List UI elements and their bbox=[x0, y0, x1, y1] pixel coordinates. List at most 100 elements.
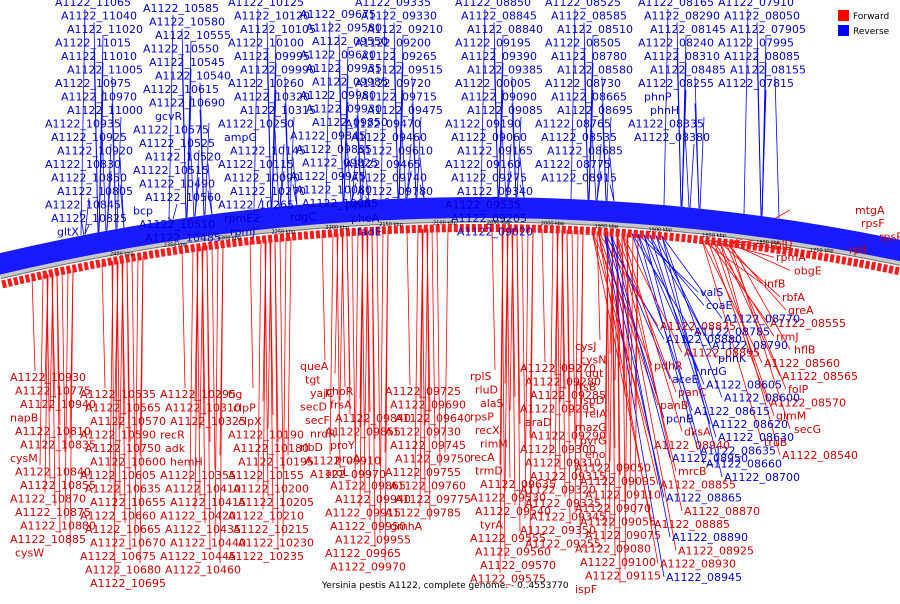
gene-label: A1122_08585 bbox=[551, 10, 627, 23]
gene-label: aroL bbox=[325, 466, 350, 479]
gene-label: A1122_10830 bbox=[45, 158, 121, 171]
backbone-band bbox=[0, 217, 900, 279]
feature-connector bbox=[637, 233, 699, 372]
gene-label: A1122_10825 bbox=[51, 212, 127, 225]
feature-connector bbox=[379, 230, 384, 534]
gene-label: A1122_08845 bbox=[461, 10, 537, 23]
gene-label: A1122_08555 bbox=[770, 317, 846, 330]
gene-label: A1122_09610 bbox=[357, 145, 433, 158]
gene-label: A1122_09935 bbox=[306, 62, 382, 75]
feature-connector bbox=[186, 95, 192, 218]
feature-connector bbox=[499, 228, 504, 573]
feature-connector bbox=[419, 228, 424, 507]
gene-label: A1122_09295 bbox=[520, 403, 596, 416]
gene-label: mazG bbox=[575, 421, 607, 434]
gene-label: A1122_11005 bbox=[67, 64, 143, 77]
gene-label: rpsP bbox=[470, 411, 494, 424]
feature-connector bbox=[661, 235, 723, 319]
feature-connector bbox=[79, 211, 85, 237]
feature-connector bbox=[384, 230, 389, 561]
feature-connector bbox=[571, 230, 576, 444]
feature-connector bbox=[292, 184, 298, 206]
gene-label: A1122_09050 bbox=[575, 462, 651, 475]
gene-label: A1122_10100 bbox=[228, 37, 304, 50]
gene-label: A1122_10600 bbox=[90, 456, 166, 469]
gene-label: yajC bbox=[310, 387, 334, 400]
gene-label: A1122_10460 bbox=[165, 564, 241, 577]
gene-label: cysN bbox=[580, 354, 607, 367]
tick-label: 1850 kbp bbox=[702, 233, 726, 239]
gene-label: A1122_10415 bbox=[170, 496, 246, 509]
gene-label: rbfA bbox=[782, 291, 805, 304]
gene-label: A1122_10535 bbox=[80, 388, 156, 401]
gene-label: A1122_09975 bbox=[290, 170, 366, 183]
feature-connector bbox=[649, 234, 711, 345]
feature-connector bbox=[401, 130, 407, 199]
gene-label: A1122_09635 bbox=[480, 478, 556, 491]
gene-label: recA bbox=[470, 451, 495, 464]
feature-connector bbox=[498, 89, 504, 198]
feature-connector bbox=[121, 258, 126, 524]
gene-label: A1122_09350 bbox=[520, 524, 596, 537]
feature-connector bbox=[253, 8, 259, 209]
feature-connector bbox=[292, 157, 298, 206]
gene-label: A1122_10580 bbox=[149, 16, 225, 29]
feature-connector bbox=[219, 244, 224, 564]
feature-connector bbox=[609, 231, 671, 459]
gene-label: A1122_09270 bbox=[520, 362, 596, 375]
feature-connector bbox=[274, 237, 279, 551]
gene-label: A1122_09020 bbox=[457, 226, 533, 239]
gene-label: phoR bbox=[325, 385, 354, 398]
gene-label: A1122_09855 bbox=[325, 426, 401, 439]
gene-label: A1122_08665 bbox=[551, 91, 627, 104]
feature-connector bbox=[491, 228, 496, 371]
feature-connector bbox=[504, 228, 509, 492]
feature-connector bbox=[39, 275, 44, 466]
feature-connector bbox=[603, 231, 665, 419]
gene-label: A1122_10195 bbox=[238, 456, 314, 469]
feature-connector bbox=[406, 143, 412, 199]
gene-label: pssA bbox=[345, 199, 371, 212]
tick-label: 1950 kbp bbox=[595, 224, 619, 230]
feature-connector bbox=[621, 232, 683, 511]
gene-label: ftsB bbox=[575, 381, 596, 394]
gene-label: A1122_10080 bbox=[296, 184, 372, 197]
gene-label: A1122_09730 bbox=[385, 426, 461, 439]
feature-connector bbox=[519, 157, 525, 198]
gene-label: A1122_08890 bbox=[672, 531, 748, 544]
gene-label: A1122_10555 bbox=[155, 29, 231, 42]
feature-connector bbox=[561, 229, 566, 498]
feature-connector bbox=[701, 239, 763, 284]
feature-connector bbox=[596, 143, 602, 201]
gene-label: A1122_08790 bbox=[712, 339, 788, 352]
gene-label: A1122_10260 bbox=[228, 77, 304, 90]
feature-connector bbox=[701, 239, 763, 363]
gene-label: rplI bbox=[849, 244, 867, 257]
gene-label: A1122_09515 bbox=[367, 64, 443, 77]
feature-connector bbox=[325, 20, 331, 203]
gene-label: nrdG bbox=[700, 365, 727, 378]
feature-connector bbox=[336, 232, 341, 469]
gene-label: A1122_10090 bbox=[224, 172, 300, 185]
feature-connector bbox=[168, 14, 174, 220]
feature-connector bbox=[611, 232, 616, 557]
gene-label: A1122_10975 bbox=[55, 77, 131, 90]
feature-connector bbox=[606, 116, 612, 202]
gene-label: A1122_09780 bbox=[357, 185, 433, 198]
feature-connector bbox=[257, 197, 263, 209]
gene-label: panC bbox=[678, 386, 707, 399]
gene-label: A1122_09390 bbox=[461, 50, 537, 63]
gene-label: A1122_09280 bbox=[525, 376, 601, 389]
gene-label: clpX bbox=[238, 415, 262, 428]
gene-label: phnH bbox=[650, 104, 679, 117]
tick-label: 2250 kbp bbox=[272, 230, 296, 236]
gene-label: A1122_08085 bbox=[724, 50, 800, 63]
gene-label: gcvR bbox=[155, 110, 183, 123]
gene-label: A1122_09915 bbox=[325, 507, 401, 520]
feature-connector bbox=[609, 157, 615, 202]
gene-label: A1122_09470 bbox=[345, 118, 421, 131]
gene-label: A1122_10520 bbox=[145, 151, 221, 164]
feature-connector bbox=[591, 130, 597, 201]
gene-label: A1122_10235 bbox=[228, 550, 304, 563]
gene-label: A1122_08770 bbox=[724, 312, 800, 325]
